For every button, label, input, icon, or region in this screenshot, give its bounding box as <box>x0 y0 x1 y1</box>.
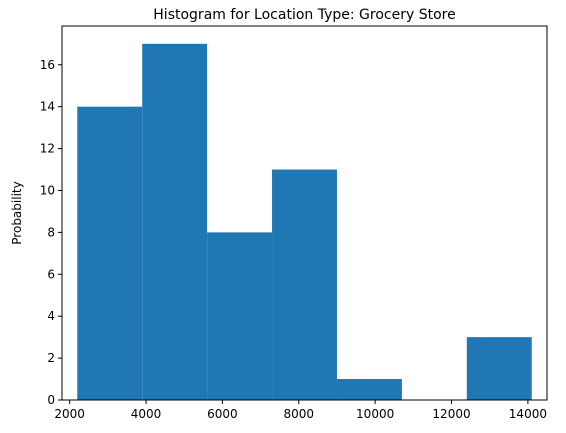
y-tick-label: 14 <box>40 100 55 114</box>
y-tick-label: 4 <box>47 309 55 323</box>
x-tick-label: 8000 <box>283 407 314 421</box>
bars-group <box>77 43 532 401</box>
y-axis: 0 2 4 6 8 10 12 14 16 <box>40 58 62 407</box>
histogram-bar <box>336 379 402 400</box>
y-tick-label: 12 <box>40 142 55 156</box>
y-tick-label: 2 <box>47 351 55 365</box>
x-tick-label: 12000 <box>432 407 470 421</box>
x-tick-label: 10000 <box>356 407 394 421</box>
y-tick-label: 8 <box>47 225 55 239</box>
histogram-bar <box>466 337 532 400</box>
histogram-bar <box>272 169 337 400</box>
x-tick-label: 14000 <box>509 407 547 421</box>
x-tick-label: 6000 <box>207 407 238 421</box>
y-tick-label: 16 <box>40 58 55 72</box>
y-tick-label: 10 <box>40 183 55 197</box>
y-tick-label: 6 <box>47 267 55 281</box>
histogram-bar <box>207 232 273 400</box>
plot-frame <box>61 25 548 401</box>
x-tick-label: 4000 <box>131 407 162 421</box>
x-tick-label: 2000 <box>54 407 85 421</box>
chart-title: Histogram for Location Type: Grocery Sto… <box>153 7 455 23</box>
histogram-bar <box>142 43 208 401</box>
histogram-bar <box>77 106 143 401</box>
x-axis: 2000 4000 6000 8000 10000 12000 14000 <box>54 400 547 421</box>
y-axis-label: Probability <box>10 181 24 244</box>
y-tick-label: 0 <box>47 393 55 407</box>
